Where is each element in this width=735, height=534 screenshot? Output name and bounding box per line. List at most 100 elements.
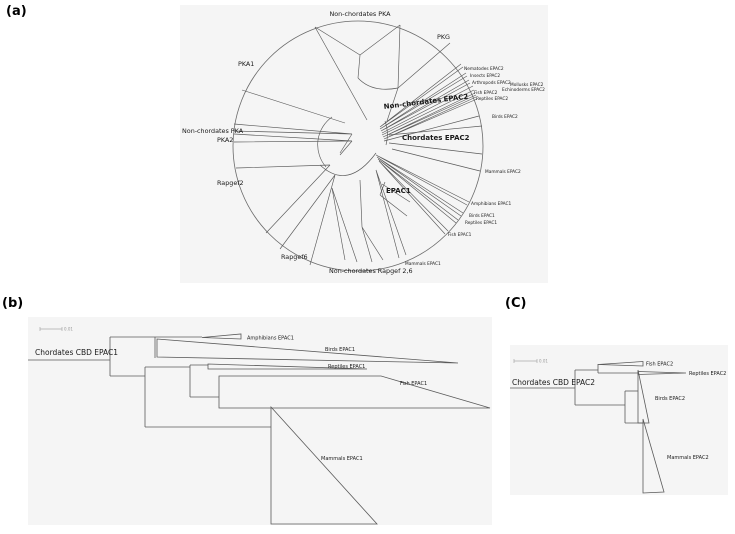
tree-edge [233, 123, 353, 135]
tree-edge [383, 115, 480, 142]
tree-edge [314, 26, 368, 121]
tree-edge [241, 89, 346, 124]
tree-outer-circle [232, 20, 484, 272]
clade-label: PKA1 [238, 60, 254, 68]
taxon-label: Mammals EPAC1 [405, 261, 441, 267]
radial-tree-edges [233, 24, 483, 266]
tree-edge [381, 89, 475, 136]
tree-hub-arc [317, 116, 333, 168]
tree-edge [375, 154, 470, 206]
taxon-label: Mammals EPAC2 [485, 169, 521, 175]
scale-bar: 0.01 [39, 327, 73, 332]
tree-edge [377, 158, 459, 224]
epac1-tree-labels: Chordates CBD EPAC1 Amphibians EPAC1 Bir… [35, 336, 427, 463]
tree-edge [391, 148, 481, 172]
taxon-label: Nematodes EPAC2 [464, 66, 504, 72]
taxon-label: Arthropods EPAC2 [472, 80, 511, 86]
clade-label-bold: EPAC1 [386, 187, 411, 195]
tree-edge [359, 179, 363, 228]
panel-c-epac2-tree: 0.01 Chordates CBD EPAC2 Fish EPAC2 Rept… [510, 345, 728, 495]
tree-edge [357, 77, 399, 90]
clade-wedge-fish [218, 375, 491, 409]
clade-triangle-mammals [270, 405, 378, 525]
tree-edge [331, 187, 358, 263]
tree-edge [381, 85, 474, 134]
clade-label: Fish EPAC2 [646, 362, 673, 368]
tree-edge [235, 164, 331, 234]
scale-bar: 0.01 [513, 359, 548, 364]
tree-edge [397, 42, 451, 89]
tree-edge [314, 26, 361, 56]
tree-edge [380, 79, 471, 132]
epac2-tree-edges [510, 361, 687, 494]
clade-label: Non-chordates Rapgef 2,6 [329, 267, 413, 275]
clade-label: PKG [437, 33, 450, 41]
tree-edge [361, 226, 384, 263]
scale-bar-label: 0.01 [539, 359, 548, 364]
taxon-label: Birds EPAC1 [469, 213, 495, 219]
taxon-label: Amphibians EPAC1 [471, 201, 512, 207]
clade-label: Amphibians EPAC1 [247, 336, 294, 342]
clade-label: Fish EPAC1 [400, 381, 427, 387]
clade-label: Rapgef2 [217, 179, 244, 187]
clade-label: Rapgef6 [281, 253, 308, 261]
radial-tree-labels: Non-chordates PKA PKG PKA1 Non-chordates… [182, 10, 545, 275]
tree-edge [233, 133, 353, 143]
taxon-label: Birds EPAC2 [492, 114, 518, 120]
tree-edge [279, 174, 336, 266]
clade-label: PKA2 [217, 136, 233, 144]
taxon-label: Reptiles EPAC2 [476, 96, 508, 102]
tree-edge [359, 24, 401, 56]
taxon-label: Reptiles EPAC1 [465, 220, 497, 226]
tree-edge [376, 156, 464, 217]
panel-c-tag: (C) [505, 296, 527, 311]
root-label: Chordates CBD EPAC2 [512, 378, 595, 387]
epac1-tree-svg: 0.01 Chordates CBD EPAC1 Amphibians EPAC… [28, 327, 491, 525]
tree-edge [339, 133, 353, 156]
clade-triangle-birds [637, 369, 650, 424]
tree-hub-arc [384, 120, 388, 146]
tree-edge [388, 125, 483, 155]
clade-label: Reptiles EPAC1 [328, 364, 365, 370]
tree-edge [378, 160, 449, 235]
clade-label: Mammals EPAC2 [667, 455, 709, 461]
panel-b-epac1-tree: 0.01 Chordates CBD EPAC1 Amphibians EPAC… [28, 317, 492, 525]
clade-label: Non-chordates PKA [182, 127, 244, 135]
epac2-tree-svg: 0.01 Chordates CBD EPAC2 Fish EPAC2 Rept… [510, 359, 726, 494]
epac1-tree-edges [28, 333, 491, 525]
taxon-label: Fish EPAC1 [448, 232, 472, 238]
tree-edge [357, 54, 361, 79]
tree-edge [375, 169, 407, 259]
radial-tree-svg: Non-chordates PKA PKG PKA1 Non-chordates… [182, 10, 545, 275]
clade-label: Birds EPAC2 [655, 396, 685, 402]
clade-label: Mammals EPAC1 [321, 456, 363, 462]
taxon-label: Mollusks EPAC2 [510, 82, 544, 88]
scale-bar-line [39, 327, 63, 331]
taxon-label: Insects EPAC2 [470, 73, 500, 79]
tree-edge [386, 87, 399, 122]
clade-triangle-reptiles [637, 371, 687, 375]
tree-hub-arc [319, 152, 377, 176]
taxon-label: Echinoderms EPAC2 [502, 87, 545, 93]
clade-label: Reptiles EPAC2 [689, 371, 726, 377]
taxon-label: Fish EPAC2 [474, 90, 498, 96]
tree-edge [379, 72, 468, 130]
clade-triangle-birds [156, 338, 459, 364]
tree-edge [383, 96, 478, 140]
panel-a-tag: (a) [6, 4, 27, 19]
epac2-tree-labels: Chordates CBD EPAC2 Fish EPAC2 Reptiles … [512, 362, 726, 462]
tree-edge [397, 24, 401, 89]
tree-edge [382, 92, 477, 138]
clade-label: Non-chordates PKA [329, 10, 391, 18]
tree-edge [379, 63, 464, 128]
clade-triangle-reptiles [207, 363, 368, 370]
clade-label: Birds EPAC1 [325, 347, 355, 353]
scale-bar-line [513, 359, 538, 363]
clade-triangle-fish [597, 361, 644, 367]
root-label: Chordates CBD EPAC1 [35, 348, 118, 357]
scale-bar-label: 0.01 [64, 327, 73, 332]
panel-a-radial-tree: Non-chordates PKA PKG PKA1 Non-chordates… [180, 5, 548, 283]
clade-label-bold: Chordates EPAC2 [402, 134, 470, 142]
clade-triangle-amphibians [201, 333, 242, 340]
clade-triangle-mammals [642, 418, 665, 494]
